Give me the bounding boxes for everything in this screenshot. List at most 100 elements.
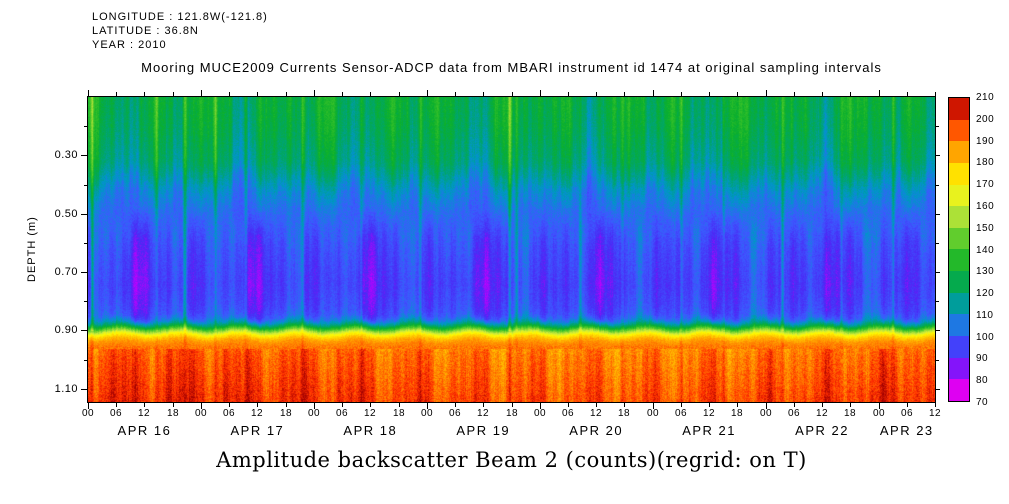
y-tick-label: 0.70	[54, 266, 78, 278]
x-tick-mark	[512, 403, 513, 407]
x-tick-mark	[399, 403, 400, 407]
x-tick-label: 00	[872, 408, 886, 419]
y-tick-mark	[81, 155, 87, 156]
x-tick-mark-top	[455, 92, 456, 96]
x-tick-label: 12	[702, 408, 716, 419]
day-label: APR 18	[343, 423, 398, 438]
x-tick-mark-top	[427, 90, 428, 96]
x-tick-label: 18	[617, 408, 631, 419]
x-tick-mark-top	[88, 90, 89, 96]
x-tick-label: 18	[279, 408, 293, 419]
colorbar-band	[949, 314, 969, 337]
x-tick-mark-top	[286, 92, 287, 96]
x-tick-label: 00	[646, 408, 660, 419]
x-tick-label: 00	[759, 408, 773, 419]
x-tick-label: 18	[730, 408, 744, 419]
year-label: YEAR : 2010	[92, 39, 167, 51]
colorbar-tick-label: 130	[976, 266, 995, 278]
metadata-block: LONGITUDE : 121.8W(-121.8) LATITUDE : 36…	[92, 10, 268, 52]
x-tick-mark-top	[653, 90, 654, 96]
x-tick-mark-top	[173, 92, 174, 96]
x-tick-mark	[257, 403, 258, 407]
y-minor-tick-mark-right	[936, 243, 939, 244]
y-tick-mark-right	[936, 389, 940, 390]
x-tick-mark-top	[342, 92, 343, 96]
day-label: APR 22	[795, 423, 849, 438]
x-tick-mark	[737, 403, 738, 407]
x-tick-mark	[907, 403, 908, 407]
x-tick-label: 18	[505, 408, 519, 419]
y-minor-tick-mark	[84, 126, 87, 127]
x-tick-mark-top	[709, 92, 710, 96]
day-label: APR 21	[682, 423, 737, 438]
x-tick-mark-top	[681, 92, 682, 96]
colorbar-tick-label: 160	[976, 200, 995, 212]
x-tick-mark	[455, 403, 456, 407]
colorbar-tick-label: 110	[976, 309, 994, 321]
x-tick-mark	[314, 403, 315, 409]
x-tick-mark	[201, 403, 202, 409]
y-minor-tick-mark-right	[936, 126, 939, 127]
y-minor-tick-mark	[84, 301, 87, 302]
x-tick-mark	[116, 403, 117, 407]
colorbar-tick-label: 150	[976, 222, 995, 234]
x-tick-mark	[144, 403, 145, 407]
x-tick-mark-top	[512, 92, 513, 96]
x-tick-label: 06	[787, 408, 801, 419]
x-tick-mark-top	[399, 92, 400, 96]
x-tick-mark	[794, 403, 795, 407]
x-tick-mark	[653, 403, 654, 409]
y-minor-tick-mark	[84, 185, 87, 186]
x-tick-mark-top	[596, 92, 597, 96]
latitude-label: LATITUDE : 36.8N	[92, 25, 199, 37]
x-tick-label: 00	[194, 408, 208, 419]
x-tick-mark-top	[370, 92, 371, 96]
colorbar-band	[949, 249, 969, 272]
x-tick-label: 12	[589, 408, 603, 419]
colorbar-band	[949, 379, 969, 401]
x-tick-mark	[879, 403, 880, 409]
x-tick-mark-top	[850, 92, 851, 96]
x-tick-mark	[229, 403, 230, 407]
x-tick-mark	[568, 403, 569, 407]
x-tick-mark	[370, 403, 371, 407]
day-label: APR 16	[117, 423, 172, 438]
day-label: APR 23	[879, 423, 934, 438]
colorbar-band	[949, 98, 969, 120]
x-tick-label: 12	[815, 408, 829, 419]
x-tick-label: 00	[81, 408, 95, 419]
colorbar-band	[949, 336, 969, 358]
y-minor-tick-mark	[84, 243, 87, 244]
x-tick-mark	[540, 403, 541, 409]
y-tick-label: 1.10	[54, 383, 78, 395]
y-tick-mark-right	[936, 272, 940, 273]
x-tick-label: 18	[166, 408, 180, 419]
colorbar-band	[949, 357, 969, 380]
colorbar-band	[949, 119, 969, 142]
colorbar	[948, 97, 970, 402]
colorbar-tick-label: 90	[976, 353, 989, 365]
y-tick-label: 0.30	[54, 149, 78, 161]
x-tick-mark-top	[116, 92, 117, 96]
day-label: APR 20	[569, 423, 624, 438]
x-tick-mark-top	[794, 92, 795, 96]
x-tick-label: 06	[674, 408, 688, 419]
day-label: APR 19	[456, 423, 511, 438]
x-tick-mark	[624, 403, 625, 407]
x-tick-label: 12	[250, 408, 264, 419]
x-tick-mark-top	[907, 92, 908, 96]
colorbar-band	[949, 184, 969, 207]
y-minor-tick-mark-right	[936, 360, 939, 361]
y-tick-mark	[81, 330, 87, 331]
x-tick-mark	[935, 403, 936, 407]
day-label: APR 17	[230, 423, 285, 438]
x-tick-mark-top	[257, 92, 258, 96]
colorbar-band	[949, 271, 969, 293]
x-tick-label: 06	[900, 408, 914, 419]
y-tick-mark-right	[936, 214, 940, 215]
y-tick-label: 0.90	[54, 324, 78, 336]
colorbar-band	[949, 162, 969, 185]
x-tick-label: 06	[222, 408, 236, 419]
x-tick-mark-top	[540, 90, 541, 96]
colorbar-tick-label: 190	[976, 135, 995, 147]
